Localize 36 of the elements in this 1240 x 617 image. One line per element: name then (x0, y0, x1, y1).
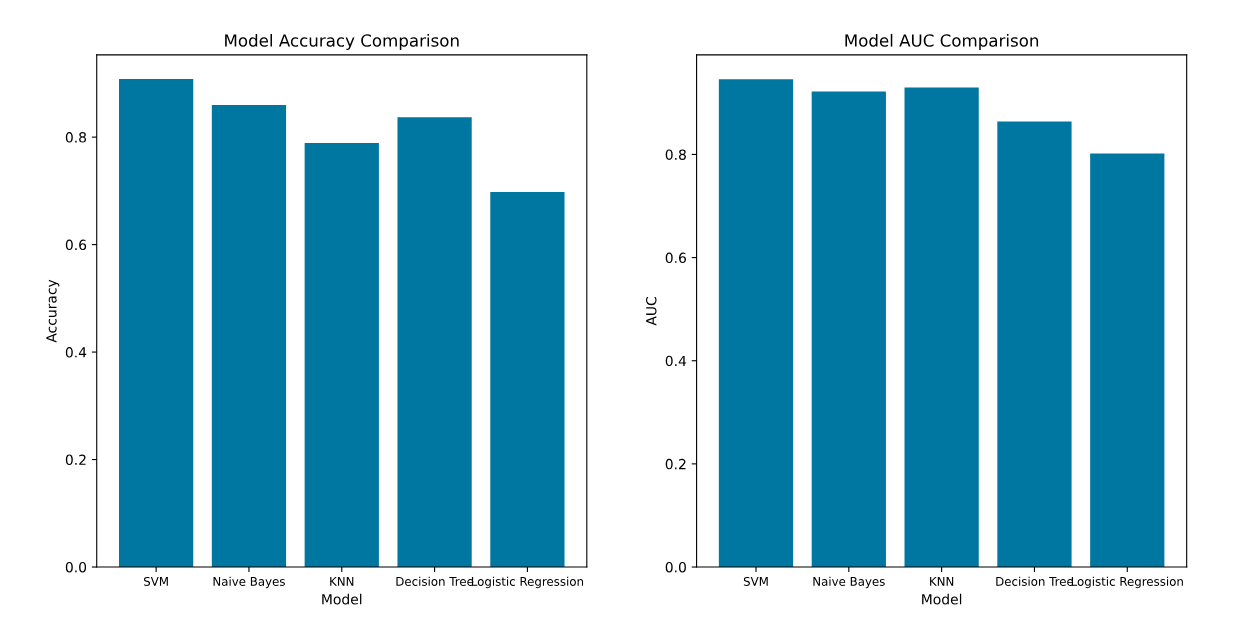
bar (811, 91, 886, 568)
x-tick-label: SVM (743, 576, 768, 586)
y-tick-label: 0.2 (665, 458, 686, 470)
x-axis-title: Model (922, 593, 962, 605)
y-axis-title: AUC (646, 297, 657, 326)
x-tick-label: Decision Tree (996, 576, 1074, 586)
y-axis-title: Accuracy (46, 279, 60, 343)
x-tick-label: KNN (330, 577, 354, 586)
chart-title: Model AUC Comparison (845, 33, 1039, 51)
bar (397, 117, 472, 568)
bar (304, 143, 379, 568)
x-tick-label: Logistic Regression (1071, 576, 1183, 589)
y-tick-label: 0.0 (665, 561, 686, 573)
y-tick-label: 0.4 (65, 347, 87, 358)
bar (211, 104, 287, 568)
x-tick-label: Logistic Regression (471, 576, 584, 589)
y-tick-label: 0.2 (65, 454, 86, 466)
x-tick-label: Decision Tree (396, 576, 474, 586)
y-tick-label: 0.8 (665, 149, 686, 160)
y-tick-label: 0.8 (65, 132, 87, 143)
x-tick-label: KNN (930, 577, 954, 586)
x-axis-title: Model (322, 593, 362, 605)
y-tick-label: 0.6 (65, 239, 87, 251)
bar (1090, 153, 1165, 568)
chart-title: Model Accuracy Comparison (225, 33, 459, 51)
bar (904, 87, 979, 568)
bar (718, 79, 794, 568)
bar (490, 191, 565, 568)
x-tick-label: Naive Bayes (813, 576, 885, 589)
x-tick-label: Naive Bayes (213, 576, 285, 589)
bar (997, 121, 1072, 568)
bar (119, 79, 194, 568)
x-tick-label: SVM (144, 576, 168, 586)
y-tick-label: 0.4 (665, 355, 687, 367)
y-tick-label: 0.0 (65, 561, 87, 573)
y-tick-label: 0.6 (665, 252, 686, 264)
